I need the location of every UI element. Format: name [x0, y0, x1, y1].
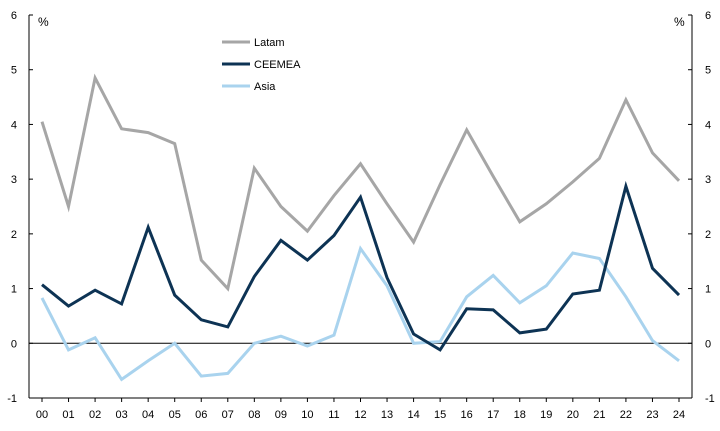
x-tick-label: 05 [169, 409, 181, 421]
x-tick-label: 04 [142, 409, 154, 421]
x-tick-label: 16 [461, 409, 473, 421]
left-y-tick-label: 1 [11, 284, 17, 296]
right-y-tick-label: 3 [705, 174, 711, 186]
x-tick-label: 17 [487, 409, 499, 421]
right-y-tick-label: 1 [705, 284, 711, 296]
axes: -1 -10 01 12 23 34 45 56 600 01 02 03 04 05 06 07 08 09 10… [7, 10, 715, 421]
series-line-latam [40, 73, 681, 292]
series-layer [40, 73, 681, 382]
left-y-tick-label: 6 [11, 10, 17, 22]
right-y-tick-label: 5 [705, 65, 711, 77]
x-tick-label: 12 [354, 409, 366, 421]
legend-label-asia: Asia [254, 81, 276, 93]
left-y-tick-label: 0 [11, 338, 17, 350]
left-y-tick-label: 2 [11, 229, 17, 241]
legend-label-ceemea: CEEMEA [254, 59, 301, 71]
x-tick-label: 15 [434, 409, 446, 421]
x-tick-label: 13 [381, 409, 393, 421]
left-y-tick-label: -1 [7, 393, 17, 405]
x-tick-label: 02 [89, 409, 101, 421]
x-tick-label: 03 [116, 409, 128, 421]
right-y-tick-label: -1 [705, 393, 715, 405]
x-tick-label: 14 [407, 409, 419, 421]
x-tick-label: 20 [567, 409, 579, 421]
x-tick-label: 24 [673, 409, 685, 421]
legend-label-latam: Latam [254, 37, 285, 49]
x-tick-label: 06 [195, 409, 207, 421]
series-line-asia [40, 245, 680, 382]
x-tick-label: 18 [514, 409, 526, 421]
right-y-tick-label: 4 [705, 119, 711, 131]
right-y-tick-label: 0 [705, 338, 711, 350]
x-tick-label: 22 [620, 409, 632, 421]
x-tick-label: 00 [36, 409, 48, 421]
x-tick-label: 21 [593, 409, 605, 421]
x-tick-label: 10 [301, 409, 313, 421]
series-line-ceemea [41, 180, 681, 352]
x-tick-label: 23 [646, 409, 658, 421]
right-y-tick-label: 2 [705, 229, 711, 241]
left-y-tick-label: 5 [11, 65, 17, 77]
right-axis-unit-label: % [674, 15, 685, 29]
x-tick-label: 19 [540, 409, 552, 421]
legend: Latam CEEMEA Asia [222, 37, 301, 93]
x-tick-label: 11 [328, 409, 339, 421]
x-tick-label: 09 [275, 409, 287, 421]
x-tick-label: 01 [62, 409, 74, 421]
left-y-tick-label: 3 [11, 174, 17, 186]
x-tick-label: 07 [222, 409, 234, 421]
right-y-tick-label: 6 [705, 10, 711, 22]
x-tick-label: 08 [248, 409, 260, 421]
left-y-tick-label: 4 [11, 119, 17, 131]
left-axis-unit-label: % [38, 15, 49, 29]
